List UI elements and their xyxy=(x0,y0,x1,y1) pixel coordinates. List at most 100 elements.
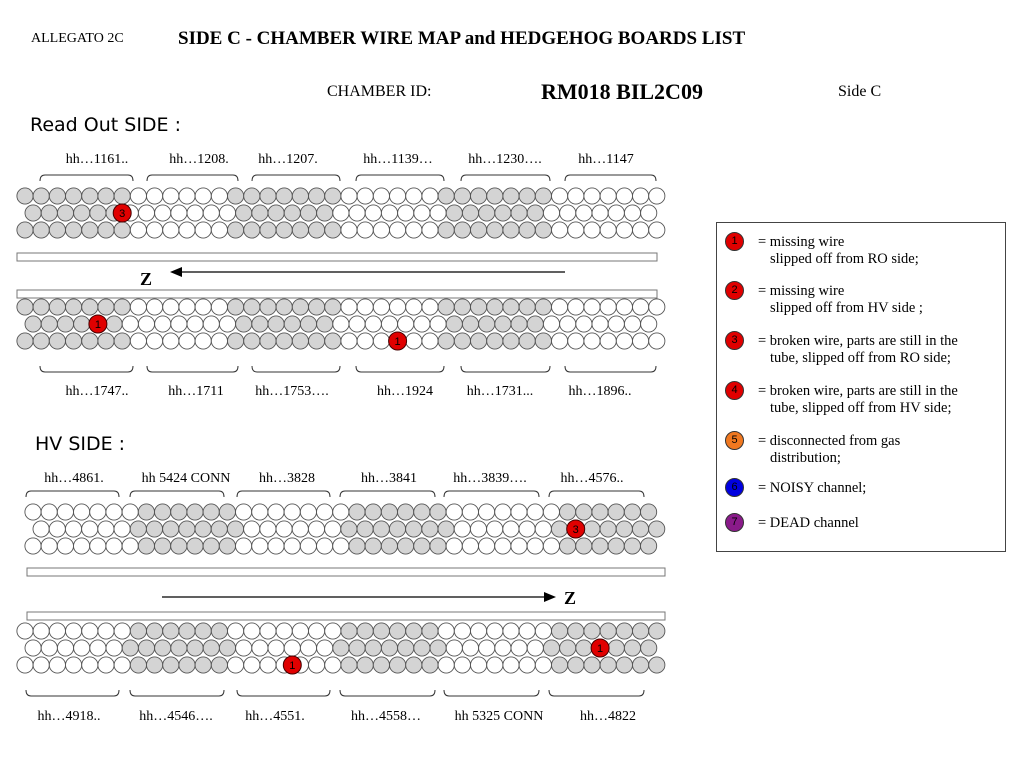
ro_bottom-tube xyxy=(324,332,342,350)
ro_top-tube xyxy=(510,204,528,222)
hv_bottom-tube xyxy=(615,622,633,640)
hv_bottom-tube xyxy=(437,622,455,640)
ro_bottom-tube xyxy=(218,315,237,333)
hv_top-tube xyxy=(24,503,42,521)
hv-top-bracket-1 xyxy=(25,490,120,498)
hv_top-tube xyxy=(380,503,398,521)
hv_top-tube xyxy=(267,537,285,555)
ro_bottom-tube xyxy=(518,332,536,350)
ro_bottom-tube xyxy=(332,315,350,333)
board-brackets xyxy=(25,174,657,697)
ro_top-tube xyxy=(648,187,666,205)
ro_bottom-tube xyxy=(137,315,156,333)
ro_bottom-tube xyxy=(502,298,520,316)
ro-bottom-board-5: hh…1731... xyxy=(466,384,534,399)
hv_bottom-tube xyxy=(48,622,66,640)
hv_top-tube xyxy=(640,503,658,521)
ro_bottom-tube xyxy=(48,332,66,350)
hv_bottom-tube xyxy=(308,656,326,674)
ro_top-tube xyxy=(640,204,658,222)
ro_bottom-tube xyxy=(299,315,318,333)
ro_top-tube xyxy=(259,187,277,205)
ro_bottom-tube xyxy=(567,332,585,350)
hv_bottom-tube xyxy=(348,639,366,657)
ro_top-tube xyxy=(178,221,196,239)
ro_bottom-tube xyxy=(73,315,91,333)
ro_top-tube xyxy=(81,221,99,239)
ro_top-tube xyxy=(486,187,504,205)
ro_bottom-tube xyxy=(478,315,496,333)
ro_top-tube xyxy=(494,204,512,222)
hv_top-tube xyxy=(332,537,350,555)
ro_top-tube xyxy=(259,221,277,239)
ro_top-tube xyxy=(518,187,536,205)
hv_top-tube xyxy=(267,503,285,521)
ro_bottom-tube xyxy=(275,332,293,350)
ro_top-tube xyxy=(243,187,261,205)
ro_top-tube xyxy=(575,204,593,222)
hv_bottom-tube xyxy=(405,622,423,640)
ro_bottom-tube xyxy=(470,298,488,316)
hv_bottom-tube xyxy=(121,639,139,657)
ro-z-arrow xyxy=(170,267,565,277)
ro_bottom-tube xyxy=(599,298,617,316)
ro_bottom-tube xyxy=(372,298,390,316)
hv_bottom-tube xyxy=(154,639,172,657)
hv_bottom-tube xyxy=(380,639,399,657)
legend-marker-5: 5 xyxy=(725,431,744,450)
hv_top-tube xyxy=(542,537,560,555)
ro_top-tube xyxy=(235,204,253,222)
defect-marker-label: 3 xyxy=(119,208,125,220)
ro_top-tube xyxy=(486,221,504,239)
ro-top-board-5: hh…1230…. xyxy=(468,152,542,167)
hv_bottom-tube xyxy=(494,639,512,657)
hv_bottom-tube xyxy=(97,622,115,640)
hv_top-tube xyxy=(113,520,131,538)
hv_top-tube xyxy=(316,503,334,521)
ro-top-bracket-2 xyxy=(146,174,239,182)
hv_top-tube xyxy=(235,537,253,555)
hv_bottom-tube xyxy=(356,622,374,640)
ro_bottom-tube xyxy=(113,332,131,350)
hv_top-tube xyxy=(421,520,439,538)
legend-text-7: = DEAD channel xyxy=(758,515,859,531)
ro_top-tube xyxy=(283,204,301,222)
hv_bottom-tube xyxy=(218,639,237,657)
ro_bottom-tube xyxy=(340,332,358,350)
hv_top-tube xyxy=(170,503,188,521)
hv_bottom-tube xyxy=(632,656,650,674)
ro_top-tube xyxy=(291,221,309,239)
legend-marker-7: 7 xyxy=(725,513,744,532)
hv_bottom-tube xyxy=(227,656,245,674)
ro-bottom-bracket-5 xyxy=(460,365,551,373)
hv-bottom-board-6: hh…4822 xyxy=(580,709,636,724)
ro_top-tube xyxy=(308,187,326,205)
ro_top-tube xyxy=(470,221,488,239)
hv_bottom-tube xyxy=(470,656,488,674)
hv_bottom-tube xyxy=(227,622,245,640)
hv_top-tube xyxy=(40,537,58,555)
hv-bottom-bracket-4 xyxy=(339,689,436,697)
ro_top-tube xyxy=(526,204,544,222)
defect-marker-dot xyxy=(112,203,132,223)
hv_top-tube xyxy=(251,503,269,521)
ro_bottom-tube xyxy=(591,315,609,333)
hv-top-bracket-6 xyxy=(548,490,645,498)
hv_bottom-tube xyxy=(16,656,34,674)
ro_bottom-tube xyxy=(567,298,585,316)
hv_bottom-tube xyxy=(56,639,75,657)
hv_top-tube xyxy=(575,537,593,555)
hv_bottom-tube xyxy=(81,656,99,674)
ro_bottom-tube xyxy=(227,332,245,350)
hv_top-tube xyxy=(607,537,625,555)
ro-bottom-board-2: hh…1711 xyxy=(168,384,224,399)
hv_bottom-tube xyxy=(324,656,342,674)
ro_top-tube xyxy=(299,204,318,222)
hv_bottom-tube xyxy=(105,639,123,657)
defect-marker: 1 xyxy=(388,331,408,351)
hv_bottom-tube xyxy=(534,622,552,640)
hv_top-tube xyxy=(372,520,390,538)
hv_top-tube xyxy=(129,520,147,538)
ro_bottom-tube xyxy=(251,315,269,333)
